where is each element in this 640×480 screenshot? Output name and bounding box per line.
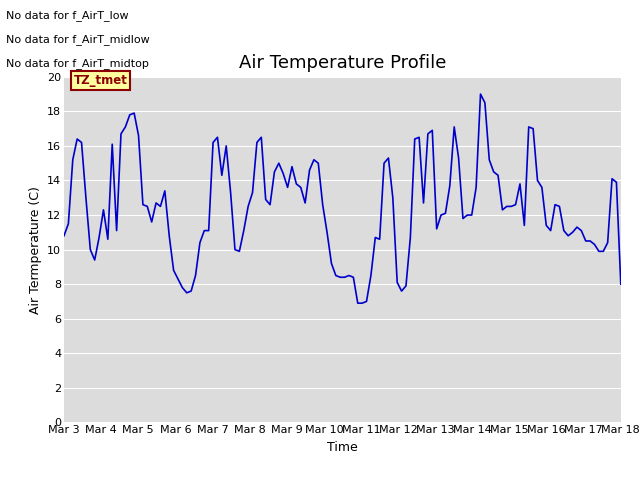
Text: TZ_tmet: TZ_tmet: [74, 74, 127, 87]
X-axis label: Time: Time: [327, 441, 358, 454]
Text: No data for f_AirT_midlow: No data for f_AirT_midlow: [6, 34, 150, 45]
Text: No data for f_AirT_midtop: No data for f_AirT_midtop: [6, 58, 149, 69]
Text: No data for f_AirT_low: No data for f_AirT_low: [6, 10, 129, 21]
Y-axis label: Air Termperature (C): Air Termperature (C): [29, 186, 42, 313]
Title: Air Temperature Profile: Air Temperature Profile: [239, 54, 446, 72]
